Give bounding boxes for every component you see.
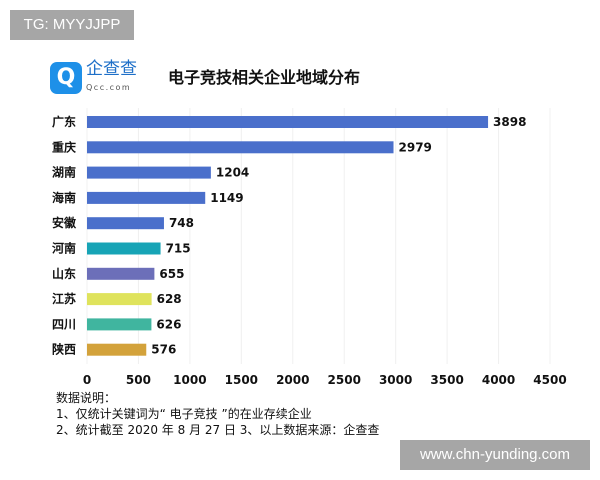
watermark-top: TG: MYYJJPP (10, 10, 134, 40)
bar (87, 166, 211, 179)
data-label: 576 (151, 343, 176, 357)
category-label: 河南 (51, 241, 76, 256)
data-label: 3898 (493, 115, 526, 129)
bar (87, 343, 147, 356)
qcc-logo-icon: Q (50, 62, 82, 94)
category-label: 广东 (52, 114, 76, 129)
x-tick-label: 500 (126, 373, 151, 387)
x-tick-label: 3500 (430, 373, 463, 387)
category-label: 山东 (52, 266, 76, 281)
category-label: 江苏 (52, 291, 76, 306)
x-tick-label: 3000 (379, 373, 412, 387)
data-label: 1204 (216, 166, 249, 180)
chart-title: 电子竞技相关企业地域分布 (168, 68, 361, 87)
watermark-bottom: www.chn-yunding.com (400, 440, 590, 470)
category-label: 湖南 (52, 165, 76, 180)
bar (87, 116, 489, 128)
x-tick-label: 4500 (533, 373, 566, 387)
bar (87, 242, 161, 255)
bar (87, 293, 152, 306)
x-tick-label: 2000 (276, 373, 309, 387)
data-label: 655 (159, 267, 184, 281)
x-tick-label: 1000 (173, 373, 206, 387)
data-label: 715 (166, 242, 191, 256)
category-label: 四川 (52, 317, 76, 331)
x-tick-label: 2500 (328, 373, 361, 387)
brand-domain: Qcc.com (86, 83, 132, 92)
bar (87, 318, 152, 331)
bar (87, 141, 394, 154)
category-label: 重庆 (52, 139, 76, 154)
x-tick-label: 0 (83, 373, 91, 387)
x-tick-label: 1500 (225, 373, 258, 387)
notes-line-1: 1、仅统计关键词为“ 电子竞技 ”的在业存续企业 (56, 407, 312, 421)
category-label: 海南 (52, 190, 76, 205)
bar (87, 267, 155, 280)
data-label: 626 (156, 317, 181, 331)
bar (87, 217, 164, 230)
data-label: 2979 (399, 140, 432, 154)
data-label: 628 (157, 292, 182, 306)
notes-line-2: 2、统计截至 2020 年 8 月 27 日 3、以上数据来源：企查查 (56, 423, 380, 437)
brand-name: 企查查 (86, 59, 137, 79)
category-label: 陕西 (52, 342, 76, 357)
x-tick-label: 4000 (482, 373, 515, 387)
data-label: 748 (169, 216, 194, 230)
data-label: 1149 (210, 191, 243, 205)
bar (87, 191, 206, 204)
notes-heading: 数据说明： (56, 391, 117, 405)
category-label: 安徽 (52, 215, 77, 230)
